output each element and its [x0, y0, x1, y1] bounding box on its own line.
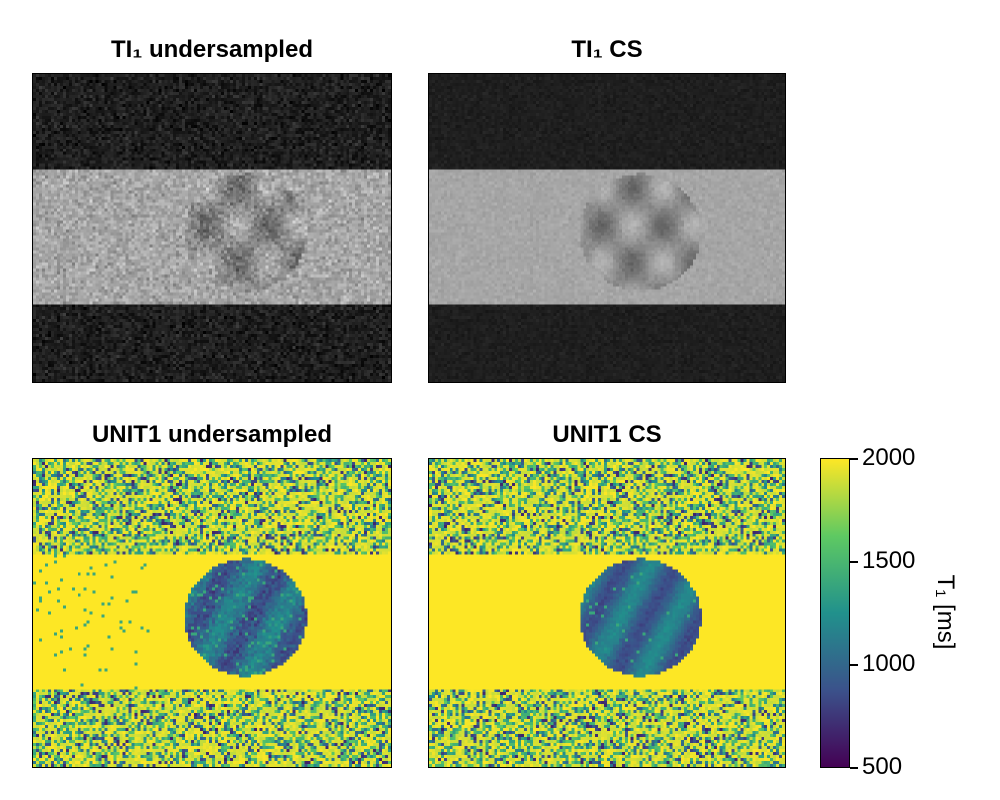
unit1-undersampled-canvas	[33, 459, 391, 767]
ti1-undersampled-canvas	[33, 74, 391, 382]
colorbar-tick-1000	[850, 664, 858, 666]
unit1-cs-image	[428, 458, 786, 768]
colorbar-ticklabel-1000: 1000	[862, 650, 916, 677]
colorbar	[820, 458, 850, 768]
colorbar-tick-1500	[850, 561, 858, 563]
panel-title-3: UNIT1 CS	[552, 421, 662, 448]
unit1-cs-canvas	[429, 459, 785, 767]
panel-title-1: TI₁ CS	[571, 36, 643, 63]
colorbar-ticklabel-500: 500	[862, 753, 903, 780]
colorbar-tick-2000	[850, 458, 858, 460]
panel-title-0: TI₁ undersampled	[111, 36, 313, 63]
colorbar-ticklabel-1500: 1500	[862, 547, 916, 574]
ti1-cs-image	[428, 73, 786, 383]
colorbar-tick-500	[850, 767, 858, 769]
colorbar-label: T₁ [ms]	[932, 574, 959, 650]
ti1-undersampled-image	[32, 73, 392, 383]
colorbar-ticklabel-2000: 2000	[862, 444, 916, 471]
unit1-undersampled-image	[32, 458, 392, 768]
panel-title-2: UNIT1 undersampled	[91, 421, 333, 448]
ti1-cs-canvas	[429, 74, 785, 382]
